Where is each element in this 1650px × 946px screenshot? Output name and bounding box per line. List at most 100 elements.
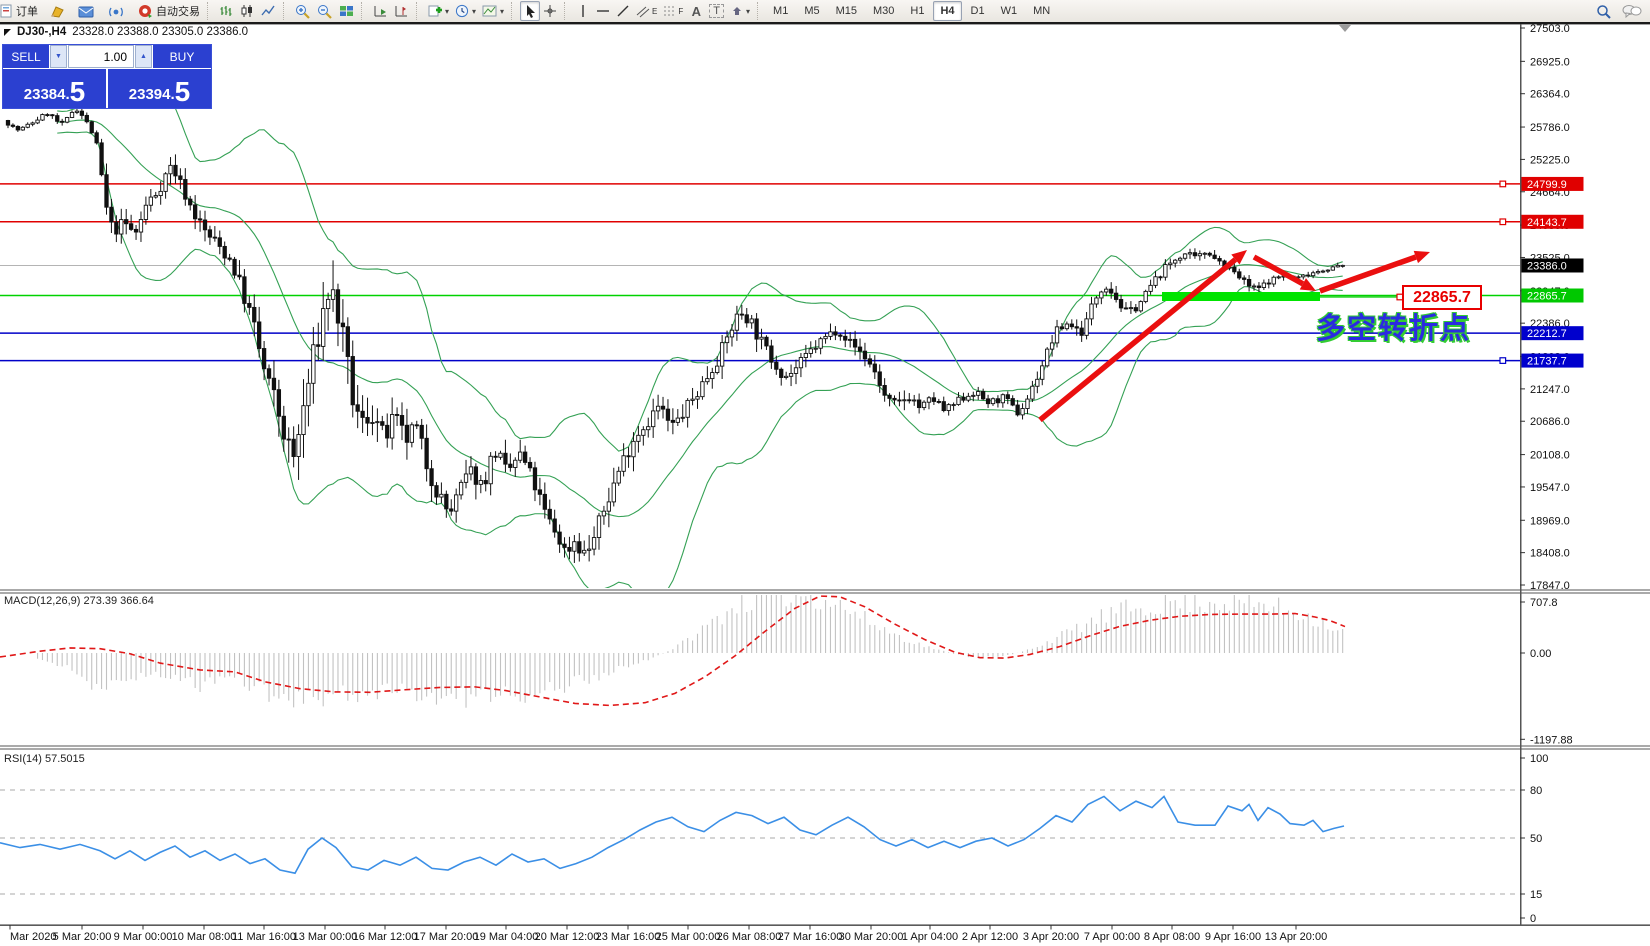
svg-text:20 Mar 12:00: 20 Mar 12:00 <box>535 931 600 943</box>
price-callout-box[interactable]: 22865.7 <box>1402 285 1482 310</box>
template-icon <box>482 5 497 17</box>
search-icon[interactable] <box>1596 4 1612 19</box>
tile-windows-button[interactable] <box>336 1 357 21</box>
metaeditor-button[interactable] <box>47 1 69 21</box>
signals-button[interactable] <box>105 1 127 21</box>
timeframe-d1[interactable]: D1 <box>970 5 985 17</box>
crosshair-tool-button[interactable] <box>540 1 560 21</box>
rsi-label: RSI(14) 57.5015 <box>4 753 85 765</box>
chart-shift-marker <box>1339 25 1351 32</box>
svg-text:9 Apr 16:00: 9 Apr 16:00 <box>1205 931 1261 943</box>
collapse-triangle-icon[interactable] <box>4 28 11 36</box>
svg-text:23386.0: 23386.0 <box>1527 260 1567 272</box>
svg-text:21247.0: 21247.0 <box>1530 384 1570 396</box>
tile-windows-icon <box>340 6 353 16</box>
toolbar-separator <box>416 2 422 20</box>
rsi-line <box>0 795 1345 875</box>
svg-text:19 Mar 04:00: 19 Mar 04:00 <box>474 931 539 943</box>
svg-text:3 Apr 20:00: 3 Apr 20:00 <box>1023 931 1079 943</box>
svg-text:26925.0: 26925.0 <box>1530 56 1570 68</box>
chart-shift-button[interactable] <box>391 1 412 21</box>
templates-button[interactable]: ▾ <box>479 1 507 21</box>
svg-text:25 Mar 00:00: 25 Mar 00:00 <box>656 931 721 943</box>
svg-text:24143.7: 24143.7 <box>1527 217 1567 229</box>
main-toolbar: 订单 自动交易 <box>0 0 1650 22</box>
timeframe-h1[interactable]: H1 <box>910 5 925 17</box>
horizontal-line-icon <box>597 10 610 12</box>
svg-text:11 Mar 16:00: 11 Mar 16:00 <box>232 931 296 943</box>
price-pane <box>0 48 1520 588</box>
timeframe-m5[interactable]: M5 <box>804 5 820 17</box>
svg-text:13 Apr 20:00: 13 Apr 20:00 <box>1265 931 1327 943</box>
turning-point-annotation[interactable]: 多空转折点 <box>1316 313 1472 345</box>
svg-text:26364.0: 26364.0 <box>1530 89 1570 101</box>
text-tool-button[interactable]: A <box>686 1 706 21</box>
metaeditor-icon <box>51 6 64 18</box>
svg-text:27 Mar 16:00: 27 Mar 16:00 <box>778 931 843 943</box>
text-label-tool-button[interactable]: T <box>706 1 727 21</box>
mail-button[interactable] <box>75 1 97 21</box>
sell-price-main: 23384. <box>23 86 70 103</box>
svg-text:-1197.88: -1197.88 <box>1530 734 1573 746</box>
price-axis[interactable]: 27503.026925.026364.025786.025225.024664… <box>1520 23 1584 592</box>
timeframe-m1[interactable]: M1 <box>773 5 789 17</box>
chart-candles-button[interactable] <box>237 1 258 21</box>
svg-text:20686.0: 20686.0 <box>1530 416 1570 428</box>
chart-bars-button[interactable] <box>216 1 237 21</box>
svg-text:17 Mar 20:00: 17 Mar 20:00 <box>414 931 479 943</box>
svg-text:20108.0: 20108.0 <box>1530 450 1570 462</box>
symbol-title: DJ30-,H4 <box>17 26 67 38</box>
add-indicator-icon <box>428 5 442 17</box>
chat-icon[interactable] <box>1622 4 1642 19</box>
sell-price-pips: 5 <box>69 76 86 107</box>
rsi-pane <box>0 789 1520 895</box>
chart-line-button[interactable] <box>258 1 279 21</box>
trend-annotations[interactable] <box>1038 25 1430 423</box>
channel-tool-button[interactable]: E <box>633 1 660 21</box>
bar-chart-icon <box>220 6 232 16</box>
buy-price-display[interactable]: 23394. 5 <box>108 69 211 108</box>
auto-scroll-button[interactable] <box>370 1 391 21</box>
fibonacci-tool-button[interactable]: F <box>660 1 686 21</box>
trendline-tool-button[interactable] <box>613 1 633 21</box>
buy-button[interactable]: BUY <box>153 45 211 68</box>
timeframe-mn[interactable]: MN <box>1033 5 1051 17</box>
indicators-button[interactable]: ▾ <box>425 1 452 21</box>
volume-decrease-button[interactable]: ▼ <box>50 45 67 68</box>
fibo-glyph: F <box>678 6 684 16</box>
timeframe-w1[interactable]: W1 <box>1000 5 1018 17</box>
volume-input[interactable] <box>68 45 134 68</box>
trend-arrow <box>1038 257 1238 423</box>
arrows-tool-button[interactable]: ▾ <box>727 1 753 21</box>
timeframe-h4[interactable]: H4 <box>933 1 962 21</box>
toolbar-separator <box>757 2 763 20</box>
svg-text:7 Apr 00:00: 7 Apr 00:00 <box>1084 931 1140 943</box>
mail-icon <box>78 6 94 17</box>
svg-text:50: 50 <box>1530 833 1542 845</box>
svg-text:80: 80 <box>1530 785 1542 797</box>
trend-arrow <box>1252 254 1305 287</box>
new-order-button[interactable]: 订单 <box>0 1 41 21</box>
timeframe-m15[interactable]: M15 <box>835 5 857 17</box>
trendline-icon <box>617 5 629 17</box>
dropdown-caret-icon: ▾ <box>445 6 450 16</box>
macd-axis: 707.8 0.00 -1197.88 <box>1520 597 1573 746</box>
zoom-out-button[interactable] <box>314 1 336 21</box>
svg-text:27503.0: 27503.0 <box>1530 23 1570 35</box>
svg-text:23 Mar 16:00: 23 Mar 16:00 <box>596 931 661 943</box>
auto-trading-button[interactable]: 自动交易 <box>135 1 203 21</box>
periods-button[interactable]: ▾ <box>452 1 479 21</box>
zoom-in-button[interactable] <box>292 1 314 21</box>
chart-header: DJ30-,H4 23328.0 23388.0 23305.0 23386.0 <box>4 26 248 38</box>
dropdown-caret-icon: ▾ <box>746 6 751 16</box>
horizontal-line-tool-button[interactable] <box>593 1 613 21</box>
sell-button[interactable]: SELL <box>3 45 49 68</box>
svg-text:25225.0: 25225.0 <box>1530 154 1570 166</box>
trend-arrow <box>1319 254 1417 294</box>
sell-price-display[interactable]: 23384. 5 <box>3 69 106 108</box>
vertical-line-tool-button[interactable] <box>573 1 593 21</box>
volume-increase-button[interactable]: ▲ <box>135 45 152 68</box>
cursor-tool-button[interactable] <box>520 1 541 21</box>
timeframe-m30[interactable]: M30 <box>873 5 895 17</box>
